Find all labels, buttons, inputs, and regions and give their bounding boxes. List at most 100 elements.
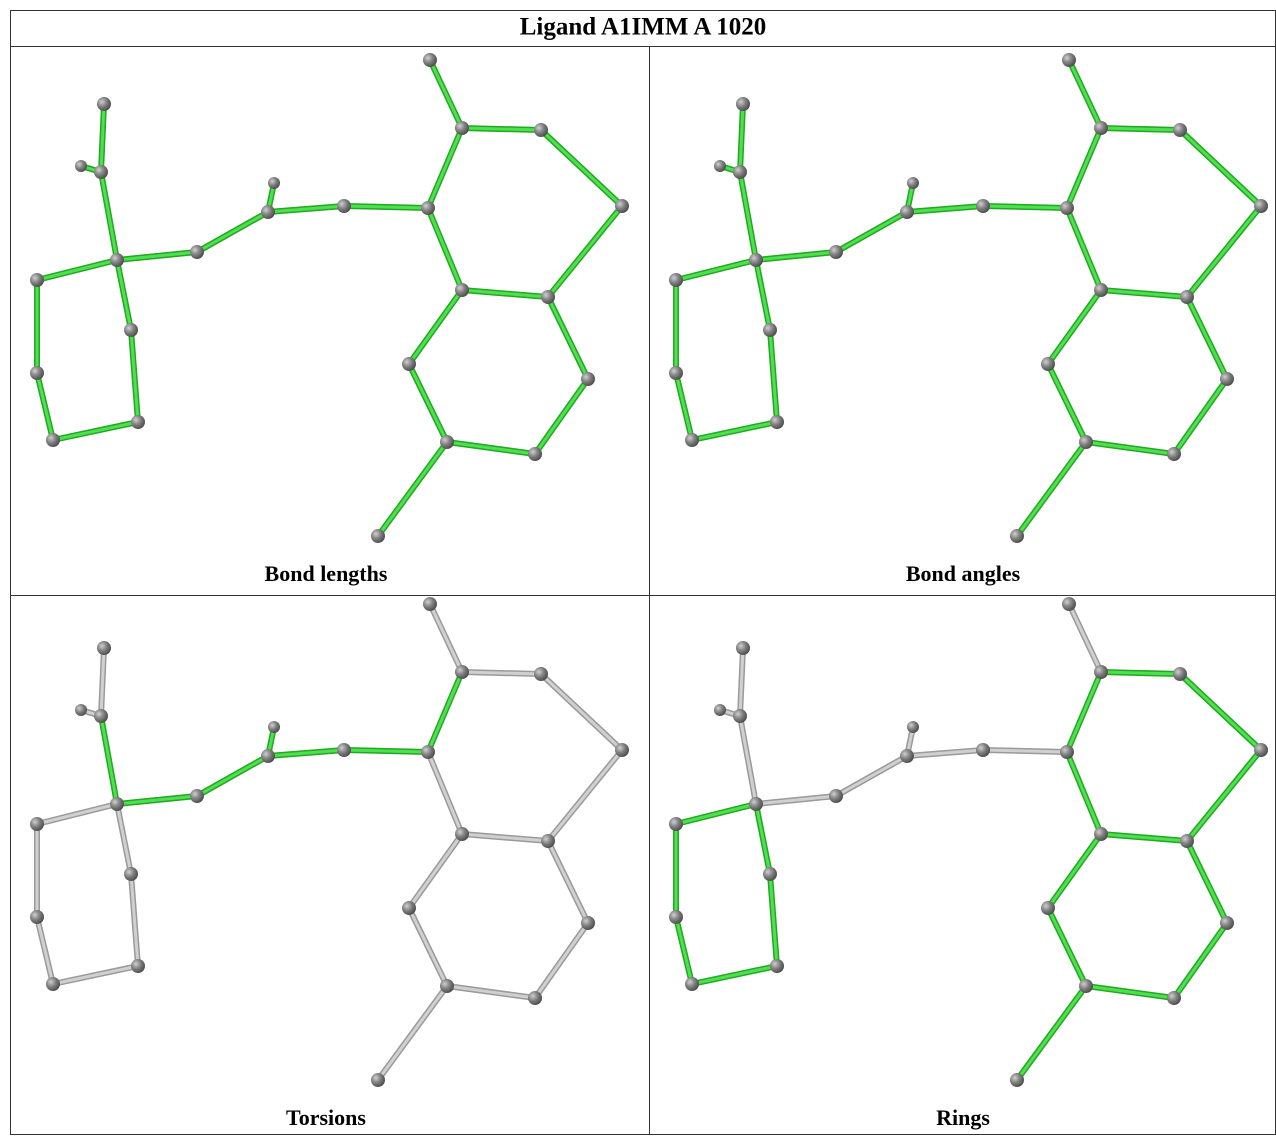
bond-highlight	[692, 966, 777, 984]
atom	[1094, 827, 1108, 841]
bond-highlight	[409, 364, 447, 442]
atom	[110, 797, 124, 811]
bond-highlight	[1101, 672, 1180, 674]
atom	[46, 977, 60, 991]
bond-highlight	[740, 716, 756, 804]
bond-highlight	[676, 917, 692, 984]
bond-highlight	[1048, 834, 1101, 908]
atom	[97, 97, 111, 111]
atom	[371, 529, 385, 543]
bond-highlight	[409, 290, 462, 364]
atom	[423, 53, 437, 67]
atom	[907, 177, 919, 189]
panel-caption: Rings	[936, 1105, 990, 1130]
atom	[30, 817, 44, 831]
figure-title: Ligand A1IMM A 1020	[520, 14, 767, 41]
atom	[581, 372, 595, 386]
atom	[455, 121, 469, 135]
atom	[615, 743, 629, 757]
atom	[402, 901, 416, 915]
atom	[131, 959, 145, 973]
panel-caption: Bond lengths	[265, 561, 388, 586]
atom	[763, 867, 777, 881]
bond-highlight	[53, 966, 138, 984]
atom	[1079, 979, 1093, 993]
bond-highlight	[1187, 750, 1261, 841]
bond-highlight	[344, 750, 428, 752]
bond-highlight	[197, 756, 268, 796]
atom	[669, 817, 683, 831]
bond-highlight	[535, 379, 588, 454]
bond-highlight	[447, 442, 535, 454]
atom	[30, 910, 44, 924]
atom	[733, 709, 747, 723]
atom	[1041, 357, 1055, 371]
atom	[685, 433, 699, 447]
bond-highlight	[428, 752, 462, 834]
atom	[541, 834, 555, 848]
atom	[455, 283, 469, 297]
bond-highlight	[1067, 752, 1101, 834]
atom	[1041, 901, 1055, 915]
bond-highlight	[1180, 130, 1261, 206]
bond-highlight	[1067, 128, 1101, 208]
bond-highlight	[197, 212, 268, 252]
atom	[714, 160, 726, 172]
bond-highlight	[756, 260, 770, 330]
atom	[615, 199, 629, 213]
bond-highlight	[836, 756, 907, 796]
atom	[749, 797, 763, 811]
bond-highlight	[409, 834, 462, 908]
atom	[371, 1073, 385, 1087]
bond-highlight	[1180, 674, 1261, 750]
bond-highlight	[983, 206, 1067, 208]
bond-highlight	[409, 908, 447, 986]
bond-highlight	[1048, 290, 1101, 364]
atom	[1060, 201, 1074, 215]
atom	[976, 199, 990, 213]
bond-highlight	[1101, 128, 1180, 130]
bond-highlight	[1069, 60, 1101, 128]
atom	[749, 253, 763, 267]
bond-highlight	[1017, 986, 1086, 1080]
bond-highlight	[37, 804, 117, 824]
page: Ligand A1IMM A 1020 Bond lengths Bond an…	[0, 0, 1276, 1135]
atom	[455, 665, 469, 679]
atom	[669, 366, 683, 380]
atom	[440, 979, 454, 993]
atom	[1060, 745, 1074, 759]
bond-highlight	[1187, 841, 1227, 923]
table-border	[11, 11, 1276, 1135]
panel-caption: Bond angles	[906, 561, 1021, 586]
bond-highlight	[548, 297, 588, 379]
bond-highlight	[462, 128, 541, 130]
atom	[337, 199, 351, 213]
atom	[30, 273, 44, 287]
bond-highlight	[1086, 442, 1174, 454]
atom	[94, 709, 108, 723]
atom	[541, 290, 555, 304]
bond-highlight	[541, 674, 622, 750]
atom	[124, 867, 138, 881]
atom	[736, 641, 750, 655]
atom	[1062, 53, 1076, 67]
bond-highlight	[1067, 672, 1101, 752]
atom	[907, 721, 919, 733]
atom	[190, 245, 204, 259]
atom	[1220, 916, 1234, 930]
atom	[261, 749, 275, 763]
atom	[770, 415, 784, 429]
atom	[770, 959, 784, 973]
bond-highlight	[344, 206, 428, 208]
bond-highlight	[428, 672, 462, 752]
bond-highlight	[548, 750, 622, 841]
atom	[440, 435, 454, 449]
bond-highlight	[430, 604, 462, 672]
atom	[714, 704, 726, 716]
bond-highlight	[676, 804, 756, 824]
atom	[455, 827, 469, 841]
atom	[124, 323, 138, 337]
bond-highlight	[1017, 442, 1086, 536]
bond-highlight	[1048, 908, 1086, 986]
bond-highlight	[836, 212, 907, 252]
